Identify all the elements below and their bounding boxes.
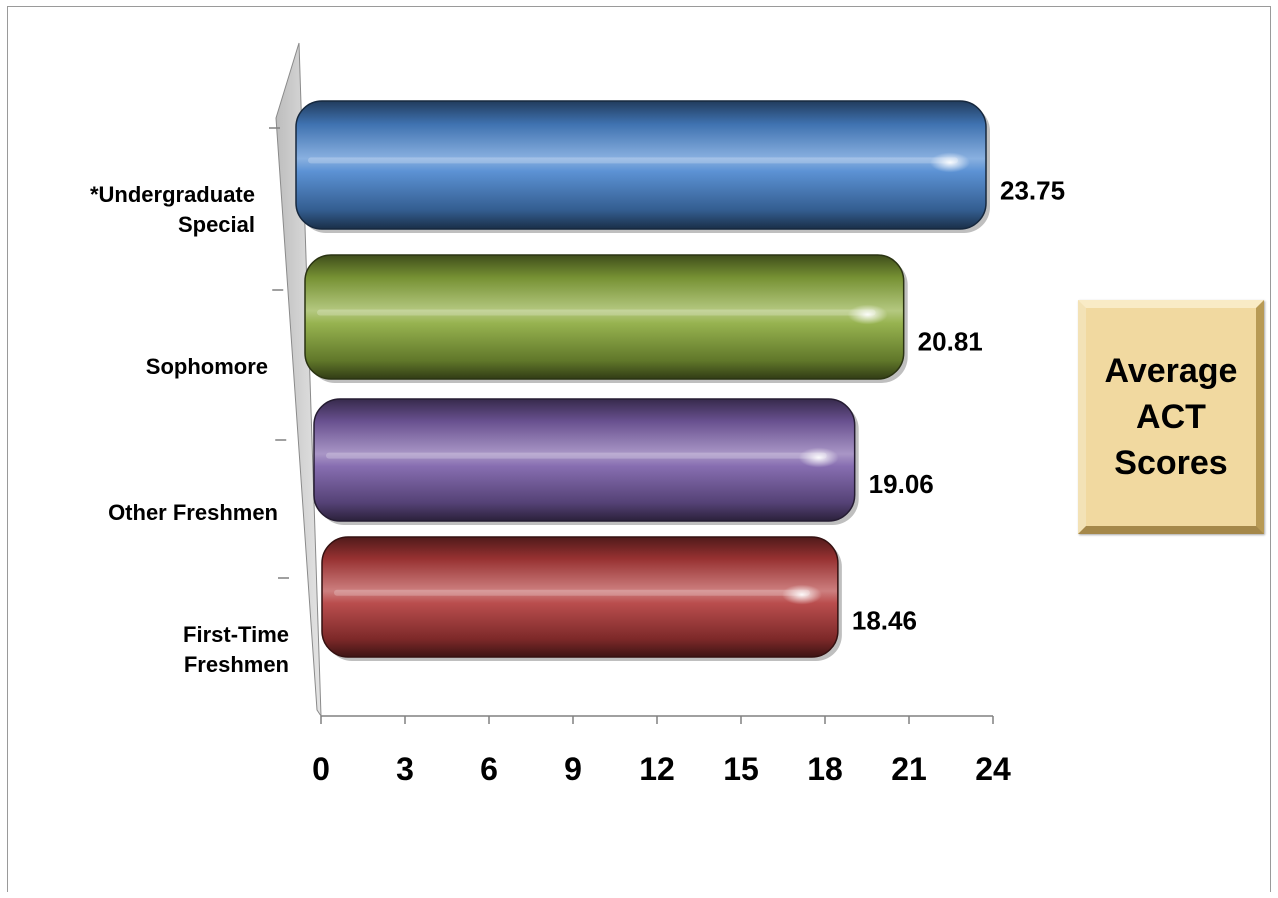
bar (321, 536, 842, 661)
bar-highlight (798, 447, 839, 468)
bar-value-label: 19.06 (869, 469, 934, 499)
chart-title-box: Average ACT Scores (1078, 300, 1264, 534)
x-tick-label: 3 (396, 751, 414, 787)
bar-highlight (847, 304, 888, 325)
bar-shine (317, 309, 876, 316)
x-tick-label: 21 (891, 751, 927, 787)
x-tick-label: 12 (639, 751, 675, 787)
chart-frame (7, 6, 1271, 892)
bar-value-label: 23.75 (1000, 176, 1065, 206)
bar (295, 100, 990, 233)
category-label-line: *Undergraduate (89, 182, 255, 207)
bar-body (295, 100, 987, 230)
category-label: *Undergraduate Special (15, 180, 255, 240)
category-label: Sophomore (28, 352, 268, 382)
bar-value-label: 20.81 (918, 326, 983, 356)
bar (313, 398, 859, 525)
bar-value-label: 18.46 (852, 605, 917, 635)
category-label-line: Freshmen (183, 652, 289, 677)
bar-highlight (781, 584, 822, 605)
category-label-line: First-Time (183, 622, 289, 647)
bar-shine (334, 589, 810, 596)
x-tick-label: 0 (312, 751, 330, 787)
bar-highlight (930, 152, 970, 173)
x-tick-label: 24 (975, 751, 1011, 787)
bar-shine (308, 157, 958, 164)
category-label-line: Sophomore (145, 354, 268, 379)
x-tick-label: 18 (807, 751, 843, 787)
chart-title: Average ACT Scores (1104, 352, 1238, 482)
x-tick-label: 15 (723, 751, 759, 787)
bar-shine (326, 452, 827, 459)
category-label-line: Special (177, 212, 255, 237)
x-tick-label: 9 (564, 751, 582, 787)
bar (304, 254, 908, 383)
category-label: Other Freshmen (38, 498, 278, 528)
x-tick-label: 6 (480, 751, 498, 787)
category-label: First-Time Freshmen (49, 620, 289, 680)
category-label-line: Other Freshmen (108, 500, 278, 525)
bar-body (321, 536, 839, 658)
bar-body (313, 398, 856, 522)
bar-body (304, 254, 905, 380)
